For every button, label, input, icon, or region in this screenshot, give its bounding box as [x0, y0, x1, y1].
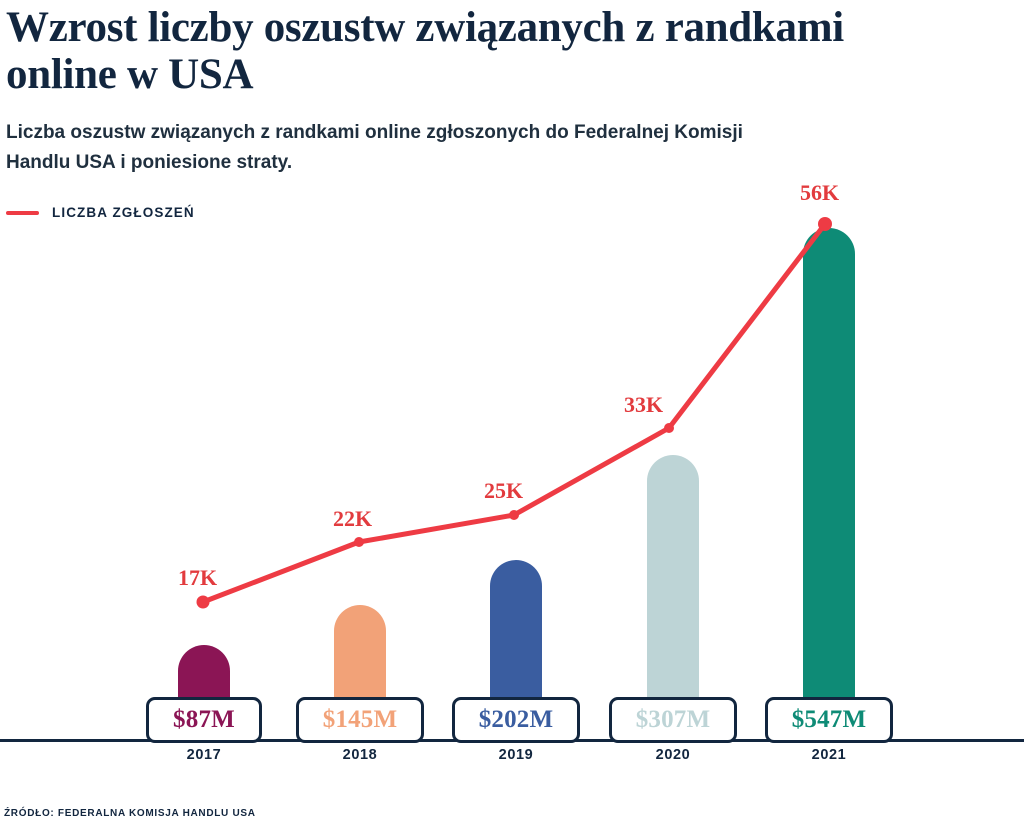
- line-label-2018: 22K: [333, 506, 373, 531]
- x-tick-2020: 2020: [655, 747, 691, 763]
- legend: LICZBA ZGŁOSZEŃ: [6, 205, 195, 220]
- line-label-2019: 25K: [484, 478, 524, 503]
- value-box-2017: $87M: [146, 697, 262, 743]
- page-subtitle: Liczba oszustw związanych z randkami onl…: [6, 122, 743, 173]
- plot-area: 17K 22K 25K 33K 56K $87M $145M $202M $30…: [0, 180, 1024, 763]
- x-tick-2021: 2021: [811, 747, 847, 763]
- x-tick-2017: 2017: [186, 747, 222, 763]
- legend-line-swatch: [6, 210, 39, 215]
- x-tick-2018: 2018: [342, 747, 378, 763]
- line-label-2020: 33K: [624, 392, 664, 417]
- value-label-2021: $547M: [791, 706, 867, 733]
- bar-2020: [647, 455, 699, 740]
- source-note: ŹRÓDŁO: FEDERALNA KOMISJA HANDLU USA: [4, 808, 256, 819]
- legend-series-label: LICZBA ZGŁOSZEŃ: [52, 205, 195, 220]
- line-point-2020: [664, 423, 674, 433]
- line-point-2017: [196, 595, 210, 609]
- value-box-2018: $145M: [296, 697, 424, 743]
- line-point-2021: [818, 217, 832, 231]
- value-box-2021: $547M: [765, 697, 893, 743]
- value-label-2020: $307M: [635, 706, 711, 733]
- value-label-2018: $145M: [322, 706, 398, 733]
- reports-line-series: [196, 217, 832, 609]
- value-box-2019: $202M: [452, 697, 580, 743]
- bar-2021: [803, 228, 855, 740]
- x-tick-2019: 2019: [498, 747, 534, 763]
- line-label-2021: 56K: [800, 180, 840, 205]
- line-point-2018: [354, 537, 364, 547]
- line-label-2017: 17K: [178, 565, 218, 590]
- value-label-2019: $202M: [478, 706, 554, 733]
- page-title: Wzrost liczby oszustw związanych z randk…: [6, 4, 844, 98]
- line-point-2019: [509, 510, 519, 520]
- value-label-2017: $87M: [173, 706, 235, 733]
- reports-line: [200, 221, 828, 605]
- value-box-2020: $307M: [609, 697, 737, 743]
